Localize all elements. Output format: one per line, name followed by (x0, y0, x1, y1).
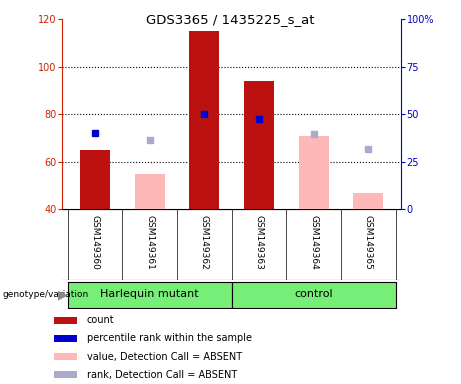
Text: rank, Detection Call = ABSENT: rank, Detection Call = ABSENT (87, 370, 237, 380)
Text: Harlequin mutant: Harlequin mutant (100, 289, 199, 299)
Bar (80, 150, 110, 209)
Text: percentile rank within the sample: percentile rank within the sample (87, 333, 252, 343)
Bar (244, 81, 274, 209)
Bar (54, 353, 77, 360)
Bar (54, 335, 77, 342)
Text: GSM149360: GSM149360 (90, 215, 100, 270)
Text: genotype/variation: genotype/variation (2, 290, 89, 300)
Bar (68, 282, 232, 308)
Bar (54, 371, 77, 378)
Bar (135, 174, 165, 209)
Text: GSM149361: GSM149361 (145, 215, 154, 270)
Text: GSM149365: GSM149365 (364, 215, 373, 270)
Text: GSM149363: GSM149363 (254, 215, 264, 270)
Bar (299, 136, 329, 209)
Text: GDS3365 / 1435225_s_at: GDS3365 / 1435225_s_at (146, 13, 315, 26)
Text: value, Detection Call = ABSENT: value, Detection Call = ABSENT (87, 351, 242, 362)
Text: GSM149364: GSM149364 (309, 215, 318, 270)
Text: GSM149362: GSM149362 (200, 215, 209, 270)
Bar (189, 31, 219, 209)
Bar (353, 193, 383, 209)
Bar (231, 282, 396, 308)
Text: count: count (87, 315, 114, 325)
Bar (54, 317, 77, 324)
Text: control: control (294, 289, 333, 299)
Text: ▶: ▶ (58, 288, 67, 301)
